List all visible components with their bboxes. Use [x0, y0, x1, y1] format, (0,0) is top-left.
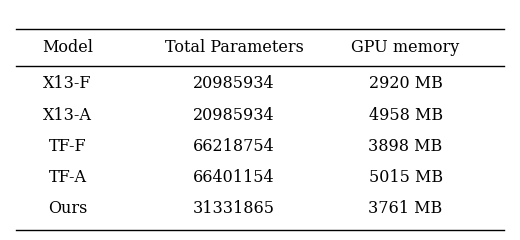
Text: 66218754: 66218754	[193, 138, 275, 155]
Text: Model: Model	[42, 40, 93, 56]
Text: 20985934: 20985934	[193, 76, 275, 92]
Text: 66401154: 66401154	[193, 169, 275, 186]
Text: TF-A: TF-A	[48, 169, 87, 186]
Text: 3761 MB: 3761 MB	[369, 200, 443, 217]
Text: X13-F: X13-F	[43, 76, 92, 92]
Text: Ours: Ours	[48, 200, 87, 217]
Text: 2920 MB: 2920 MB	[369, 76, 443, 92]
Text: X13-A: X13-A	[43, 107, 92, 124]
Text: GPU memory: GPU memory	[352, 40, 460, 56]
Text: 5015 MB: 5015 MB	[369, 169, 443, 186]
Text: TF-F: TF-F	[49, 138, 86, 155]
Text: 20985934: 20985934	[193, 107, 275, 124]
Text: Total Parameters: Total Parameters	[164, 40, 304, 56]
Text: 4958 MB: 4958 MB	[369, 107, 443, 124]
Text: 31331865: 31331865	[193, 200, 275, 217]
Text: 3898 MB: 3898 MB	[369, 138, 443, 155]
